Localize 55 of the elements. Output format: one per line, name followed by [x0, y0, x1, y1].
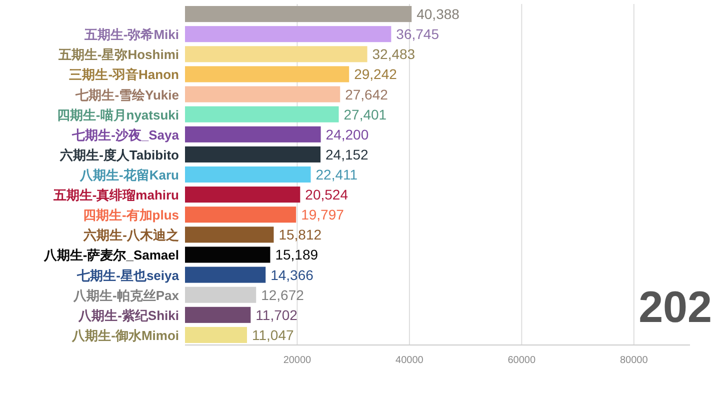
y-tick-label: 三期生-羽音Hanon	[69, 67, 180, 82]
x-tick-label: 80000	[620, 355, 648, 366]
x-tick-label: 20000	[283, 355, 312, 366]
bar	[185, 326, 247, 343]
y-tick-label: 八期生-御水Mimoi	[71, 328, 179, 343]
bar	[185, 46, 368, 62]
data-label: 20,524	[305, 186, 348, 203]
y-tick-label: 七期生-沙夜_Saya	[71, 127, 180, 142]
bar	[185, 106, 339, 122]
y-tick-label: 六期生-八木迪之	[82, 228, 179, 243]
data-label: 24,200	[326, 126, 369, 142]
data-label: 11,047	[252, 326, 294, 343]
annotation: 202	[638, 283, 712, 332]
bar	[185, 166, 311, 183]
bar	[185, 6, 412, 22]
x-tick-label: 40000	[396, 355, 424, 366]
data-label: 15,812	[278, 226, 322, 243]
data-label: 14,366	[270, 266, 314, 283]
data-label: 24,152	[326, 146, 369, 162]
y-tick-label: 五期生-星弥Hoshimi	[57, 47, 179, 62]
y-tick-label: 八期生-帕克丝Pax	[72, 288, 180, 303]
bar	[185, 246, 270, 263]
bar	[185, 126, 321, 142]
y-tick-label: 八期生-萨麦尔_Samael	[42, 248, 179, 263]
y-tick-label: 八期生-紫纪Shiki	[78, 308, 179, 323]
bar	[185, 206, 296, 223]
data-label: 22,411	[316, 166, 358, 182]
bar	[185, 66, 350, 82]
bar	[185, 226, 274, 243]
y-tick-label: 四期生-喵月nyatsuki	[56, 107, 179, 122]
y-tick-label: 六期生-度人Tabibito	[59, 147, 180, 162]
data-label: 29,242	[354, 66, 398, 82]
y-tick-label: 四期生-有加plus	[82, 208, 179, 223]
bar	[185, 146, 321, 162]
bar	[185, 86, 340, 102]
y-tick-label: 五期生-真绯瑠mahiru	[52, 188, 180, 203]
bar	[185, 266, 266, 283]
data-label: 19,797	[301, 206, 344, 223]
data-label: 40,388	[416, 6, 460, 22]
data-label: 15,189	[275, 246, 318, 263]
y-tick-label: 五期生-弥希Miki	[83, 27, 179, 42]
data-label: 12,672	[261, 286, 304, 303]
bar	[185, 306, 251, 323]
bar	[185, 26, 392, 42]
y-tick-label: 七期生-星也seiya	[76, 268, 180, 283]
data-label: 27,642	[345, 86, 388, 102]
y-tick-label: 七期生-雪绘Yukie	[74, 87, 179, 102]
data-label: 11,702	[256, 306, 298, 323]
y-tick-label: 八期生-花留Karu	[79, 168, 180, 182]
bar	[185, 286, 256, 303]
bar	[185, 186, 300, 203]
data-label: 36,745	[396, 26, 440, 42]
data-label: 32,483	[372, 46, 416, 62]
x-tick-label: 60000	[508, 355, 536, 366]
data-label: 27,401	[344, 106, 387, 122]
